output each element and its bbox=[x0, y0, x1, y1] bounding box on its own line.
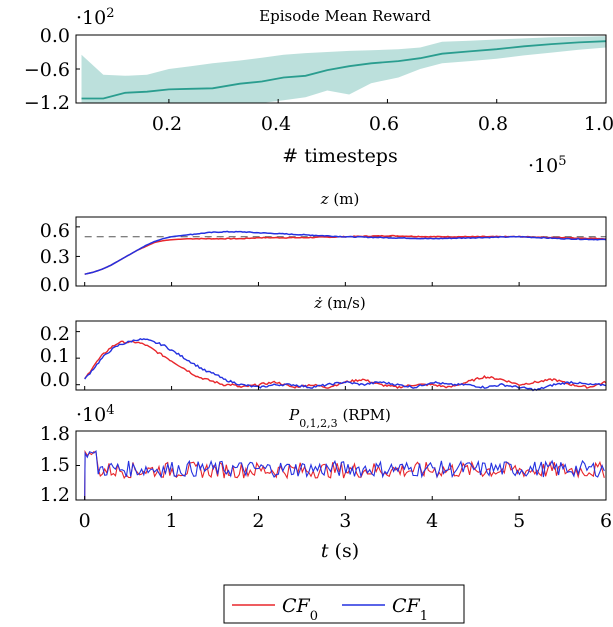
reward-title: Episode Mean Reward bbox=[259, 7, 431, 25]
reward-frame bbox=[75, 34, 607, 104]
time-x-tick-3: 3 bbox=[339, 510, 351, 532]
time-x-tick-6: 6 bbox=[600, 510, 612, 532]
reward-y-tick-0: 0.0 bbox=[40, 25, 70, 47]
zdot-y-tick-0: 0.2 bbox=[40, 323, 70, 345]
reward-x-tick-0: 0.2 bbox=[152, 113, 182, 135]
z-y-tick-1: 0.3 bbox=[40, 246, 70, 268]
z-y-tick-2: 0.0 bbox=[40, 274, 70, 296]
zdot-y-tick-2: 0.0 bbox=[40, 369, 70, 391]
zdot-frame bbox=[75, 320, 607, 391]
legend-box bbox=[223, 584, 465, 624]
reward-x-tick-1: 0.4 bbox=[261, 113, 291, 135]
z-series-cf1 bbox=[84, 230, 607, 275]
rpm-title: P0,1,2,3 (RPM) bbox=[288, 406, 391, 430]
reward-y-multiplier: ·102 bbox=[76, 6, 115, 30]
rpm-plot-area bbox=[76, 430, 605, 501]
reward-plot-area bbox=[76, 34, 607, 104]
rpm-series-cf0 bbox=[84, 449, 605, 501]
legend-label-cf0: CF0 bbox=[282, 595, 318, 624]
reward-x-multiplier: ·105 bbox=[528, 154, 567, 178]
reward-mean-line bbox=[81, 40, 607, 100]
rpm-y-tick-1: 1.5 bbox=[40, 454, 70, 476]
time-x-tick-4: 4 bbox=[426, 510, 438, 532]
z-panel: z (m) 0.6 0.3 0.0 bbox=[40, 190, 607, 296]
rpm-y-multiplier: ·104 bbox=[76, 403, 115, 427]
zdot-y-tick-1: 0.1 bbox=[40, 345, 70, 367]
reward-panel: Episode Mean Reward ·102 0.0 −0.6 −1.2 0… bbox=[24, 6, 613, 178]
zdot-series-cf1 bbox=[84, 337, 607, 392]
z-y-tick-0: 0.6 bbox=[40, 220, 70, 242]
rpm-y-tick-2: 1.2 bbox=[40, 484, 70, 506]
legend-label-cf1: CF1 bbox=[392, 595, 428, 624]
reward-x-tick-3: 0.8 bbox=[478, 113, 508, 135]
reward-x-tick-4: 1.0 bbox=[584, 113, 613, 135]
zdot-plot-area bbox=[76, 331, 607, 392]
time-x-tick-1: 1 bbox=[166, 510, 178, 532]
rpm-series-cf1 bbox=[84, 449, 605, 501]
time-x-tick-2: 2 bbox=[252, 510, 264, 532]
time-x-tick-0: 0 bbox=[79, 510, 91, 532]
z-series-cf0 bbox=[84, 234, 606, 275]
reward-y-tick-1: −0.6 bbox=[24, 59, 70, 81]
time-x-tick-5: 5 bbox=[513, 510, 525, 532]
zdot-panel: ż (m/s) 0.2 0.1 0.0 bbox=[40, 294, 607, 392]
z-title: z (m) bbox=[320, 190, 360, 208]
legend: CF0 CF1 bbox=[223, 584, 465, 624]
reward-x-tick-2: 0.6 bbox=[369, 113, 399, 135]
z-plot-area bbox=[76, 226, 607, 287]
reward-y-tick-2: −1.2 bbox=[24, 92, 70, 114]
rpm-y-tick-0: 1.8 bbox=[40, 423, 70, 445]
reward-std-band bbox=[81, 36, 606, 103]
rpm-frame bbox=[75, 430, 607, 501]
time-x-label: t (s) bbox=[321, 540, 359, 562]
zdot-title: ż (m/s) bbox=[313, 294, 365, 312]
z-frame bbox=[75, 216, 607, 287]
rpm-x-ticks: 0 1 2 3 4 5 6 bbox=[79, 282, 612, 532]
zdot-series-cf0 bbox=[84, 340, 607, 389]
reward-x-label: # timesteps bbox=[282, 145, 397, 167]
